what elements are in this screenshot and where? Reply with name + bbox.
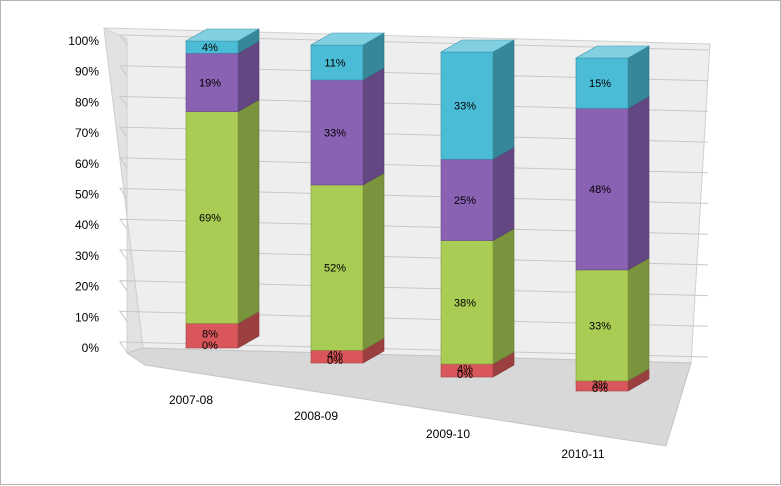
bar-segment-side [627, 257, 650, 382]
data-label: 0% [592, 383, 608, 395]
data-label: 33% [589, 320, 611, 332]
data-label: 0% [202, 340, 218, 352]
bar-segment [310, 79, 364, 186]
data-label: 3% [592, 379, 608, 391]
x-tick-label: 2007-08 [169, 393, 213, 407]
x-axis-labels: 2007-08 2008-09 2009-10 2010-11 [169, 393, 605, 461]
data-label: 8% [202, 329, 218, 341]
data-label: 15% [589, 78, 611, 90]
bar-top-cap [309, 32, 386, 46]
bar-segment-side [362, 67, 385, 186]
x-tick-label: 2009-10 [426, 427, 470, 441]
data-label: 52% [324, 263, 346, 275]
floor [125, 347, 692, 447]
y-tick-label: 10% [75, 310, 99, 324]
y-tick-label: 40% [75, 218, 99, 232]
bar-segment-side [492, 39, 515, 160]
bar-top-cap [184, 28, 261, 42]
bar-segment-side [627, 95, 650, 271]
y-tick-label: 30% [75, 249, 99, 263]
bar-segment [310, 44, 364, 81]
y-axis-ticks: 0% 10% 20% 30% 40% 50% 60% 70% 80% 90% 100% [68, 34, 99, 355]
x-tick-label: 2010-11 [561, 447, 604, 461]
y-tick-label: 100% [68, 34, 99, 48]
bar-top-cap [439, 39, 516, 53]
bar-segment [185, 111, 239, 324]
bar-segment-side [492, 227, 515, 365]
data-label: 4% [202, 42, 218, 54]
bar-segment-side [362, 172, 385, 351]
bars: 0%8%69%19%4%0%4%52%33%11%0%4%38%25%33%0%… [184, 28, 651, 395]
data-label: 4% [457, 364, 473, 376]
data-label: 33% [324, 127, 346, 139]
y-tick-label: 20% [75, 280, 99, 294]
bar-segment [310, 184, 364, 351]
bar-segment [440, 51, 494, 160]
bar-segment [185, 323, 239, 349]
y-tick-label: 0% [82, 341, 100, 355]
bar-top-cap [574, 45, 651, 59]
data-label: 11% [324, 57, 345, 69]
data-label: 69% [199, 213, 221, 225]
data-label: 0% [327, 355, 343, 367]
y-tick-label: 60% [75, 157, 99, 171]
y-tick-label: 90% [75, 65, 99, 79]
bar-segment [575, 57, 629, 109]
bar-segment-side [237, 40, 260, 113]
bar-segment [575, 108, 629, 271]
bar-segment-side [237, 99, 260, 324]
data-label: 19% [199, 77, 221, 89]
bar-segment-side [492, 146, 515, 242]
y-tick-label: 80% [75, 95, 99, 109]
data-label: 25% [454, 195, 476, 207]
data-label: 38% [454, 297, 476, 309]
data-label: 48% [589, 184, 611, 196]
bar-segment [440, 158, 494, 241]
data-label: 4% [327, 350, 343, 362]
data-label: 33% [454, 101, 476, 113]
bar-segment [440, 240, 494, 365]
y-tick-label: 50% [75, 188, 99, 202]
x-tick-label: 2008-09 [294, 409, 338, 423]
data-label: 0% [457, 369, 473, 381]
y-tick-label: 70% [75, 126, 99, 140]
